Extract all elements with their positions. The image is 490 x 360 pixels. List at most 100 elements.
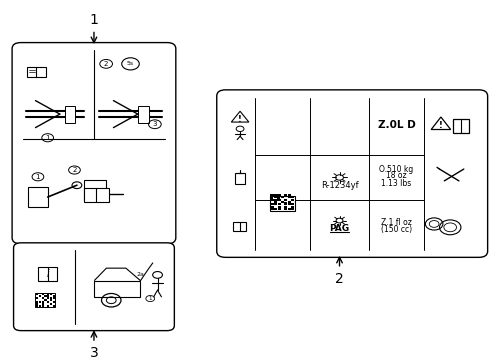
Bar (27, 67, 46, 77)
Text: 2a: 2a (137, 273, 145, 278)
Bar (36, 293, 38, 295)
Bar (42, 305, 44, 307)
Bar (271, 199, 274, 201)
Bar (270, 194, 273, 196)
Bar (47, 301, 49, 303)
Bar (281, 202, 284, 203)
Text: O.510 kg: O.510 kg (379, 165, 414, 174)
Bar (291, 196, 294, 198)
Bar (53, 297, 55, 299)
Text: Z.0L D: Z.0L D (378, 121, 416, 130)
Bar (277, 199, 280, 201)
Bar (274, 199, 277, 201)
Bar (277, 208, 280, 210)
Bar (44, 299, 47, 301)
Text: 18 oz: 18 oz (386, 171, 407, 180)
Bar (288, 201, 291, 203)
Bar (288, 208, 291, 210)
Bar (284, 199, 287, 201)
Bar (271, 203, 274, 205)
Text: 1: 1 (36, 174, 40, 180)
Text: 2: 2 (335, 257, 344, 285)
Bar (36, 303, 38, 305)
Bar (281, 196, 284, 198)
Bar (53, 301, 55, 303)
Text: 2: 2 (73, 167, 76, 173)
Bar (291, 206, 294, 208)
Text: 1: 1 (148, 296, 152, 301)
Bar (284, 203, 287, 205)
Text: PAG: PAG (329, 224, 349, 233)
Bar (53, 305, 55, 307)
Text: 1: 1 (46, 135, 50, 141)
Text: 3: 3 (90, 332, 98, 360)
Bar (288, 194, 291, 196)
Bar (36, 305, 38, 307)
Bar (50, 303, 52, 305)
Text: !: ! (439, 121, 443, 130)
Bar (271, 194, 274, 196)
Bar (53, 295, 55, 297)
Bar (284, 208, 287, 210)
Text: !: ! (238, 115, 242, 124)
Bar (277, 197, 280, 199)
Bar (47, 297, 49, 299)
Bar (288, 203, 291, 205)
Text: i: i (47, 269, 49, 279)
Bar (233, 222, 246, 231)
Bar (270, 197, 273, 199)
Text: Z.1 fl oz: Z.1 fl oz (381, 218, 412, 227)
Bar (39, 305, 41, 307)
Bar (284, 199, 287, 201)
Bar (36, 301, 38, 303)
Bar (277, 194, 280, 196)
Bar (47, 305, 49, 307)
Bar (50, 297, 52, 299)
Bar (35, 293, 55, 307)
Text: 5s: 5s (127, 61, 134, 66)
Bar (291, 203, 294, 205)
Bar (274, 208, 277, 210)
Bar (284, 206, 287, 208)
Text: 1.13 lbs: 1.13 lbs (381, 179, 412, 188)
Bar (42, 297, 44, 299)
Bar (291, 208, 294, 210)
Bar (288, 196, 291, 198)
Text: 1: 1 (90, 13, 98, 42)
Bar (94, 281, 141, 297)
Bar (36, 297, 38, 299)
Bar (42, 303, 44, 305)
FancyBboxPatch shape (14, 243, 174, 330)
Bar (84, 188, 109, 202)
Bar (47, 293, 49, 295)
Text: 2: 2 (104, 61, 108, 67)
Bar (84, 180, 106, 201)
Bar (271, 208, 274, 210)
Bar (291, 199, 294, 201)
Bar (281, 201, 284, 203)
Bar (270, 195, 294, 211)
FancyBboxPatch shape (12, 42, 176, 244)
Bar (138, 106, 148, 122)
Bar (277, 199, 280, 201)
Bar (47, 295, 49, 297)
Bar (274, 196, 277, 198)
Bar (284, 194, 287, 196)
Bar (50, 299, 52, 301)
Bar (271, 206, 274, 208)
Text: (150 cc): (150 cc) (381, 225, 412, 234)
FancyBboxPatch shape (217, 90, 488, 257)
Bar (39, 301, 41, 303)
Bar (277, 194, 280, 196)
Bar (274, 194, 277, 196)
Bar (270, 199, 273, 201)
Bar (277, 203, 280, 205)
Text: R-1234yf: R-1234yf (321, 181, 358, 190)
Bar (65, 106, 75, 122)
Bar (38, 267, 57, 280)
Bar (235, 173, 245, 184)
Bar (42, 301, 44, 303)
Bar (277, 206, 280, 208)
Bar (50, 293, 52, 295)
Bar (42, 293, 44, 295)
